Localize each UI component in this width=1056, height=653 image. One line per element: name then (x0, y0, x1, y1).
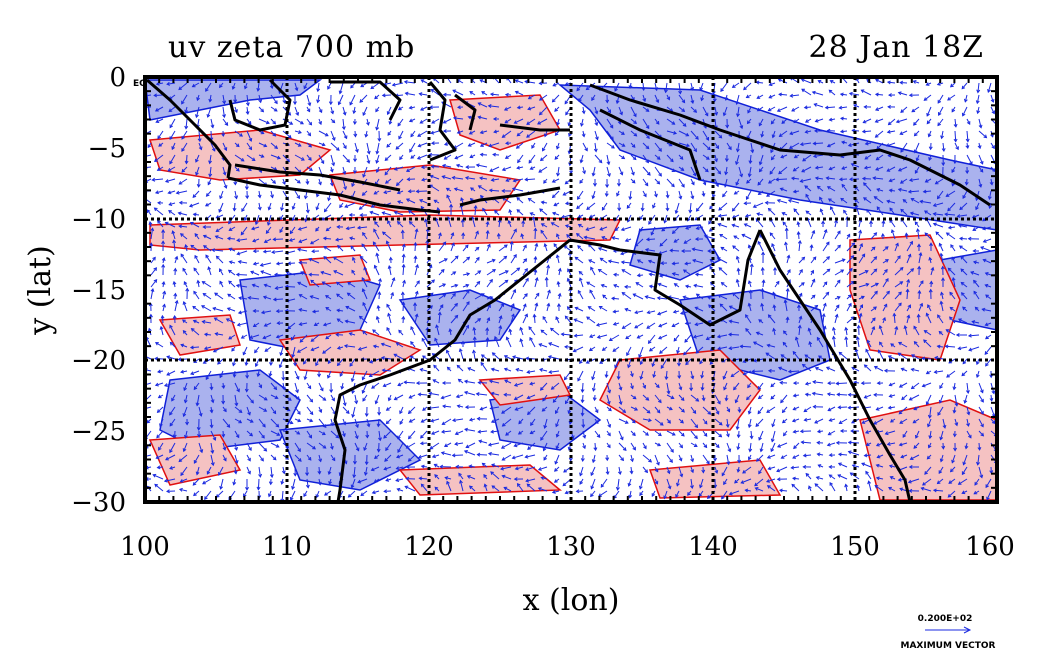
y-tick-label: −20 (71, 346, 126, 376)
reference-arrowhead-icon (963, 626, 972, 634)
x-tick-label: 150 (830, 532, 880, 562)
x-tick-label: 100 (120, 532, 170, 562)
y-tick-label: −10 (71, 205, 126, 235)
lat-lon-grid (145, 77, 997, 502)
x-tick-label: 140 (688, 532, 738, 562)
x-tick-label: 110 (262, 532, 312, 562)
vector-legend-value: 0.200E+02 (918, 614, 973, 624)
x-tick-label: 160 (965, 532, 1015, 562)
y-tick-label: −5 (88, 134, 126, 164)
x-tick-label: 130 (546, 532, 596, 562)
tick-marks (145, 77, 997, 502)
x-tick-label: 120 (404, 532, 454, 562)
x-axis-label: x (lon) (523, 583, 620, 618)
x-tick-labels: 100 110 120 130 140 150 160 (120, 532, 1015, 562)
y-tick-label: −25 (71, 417, 126, 447)
y-tick-label: −15 (71, 276, 126, 306)
y-axis-label: y (lat) (23, 245, 58, 335)
y-tick-labels: 0 −5 −10 −15 −20 −25 −30 (71, 63, 126, 518)
vector-legend: 0.200E+02 MAXIMUM VECTOR (900, 614, 995, 651)
y-tick-label: 0 (109, 63, 126, 93)
y-tick-label: −30 (71, 488, 126, 518)
negative-vorticity-regions (145, 79, 997, 491)
map-title: uv zeta 700 mb (168, 30, 416, 65)
equator-label: EQ (133, 79, 147, 89)
vector-legend-caption: MAXIMUM VECTOR (900, 641, 995, 651)
map-timestamp: 28 Jan 18Z (808, 30, 984, 65)
plot-frame (143, 75, 999, 504)
coastlines (146, 78, 991, 502)
wind-vectors (145, 77, 997, 502)
